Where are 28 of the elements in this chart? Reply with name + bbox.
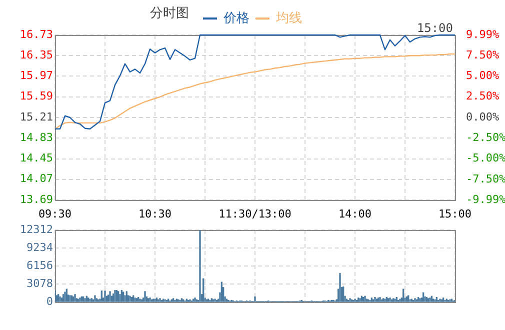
annotation: 15:00 [416, 21, 453, 36]
y-tick-label: 15.21 [20, 110, 53, 124]
y-tick-label: 9234 [26, 240, 54, 254]
y-tick-label: 6156 [26, 258, 53, 272]
y2-tick-label: 7.50% [466, 48, 500, 62]
y2-tick-label: 5.00% [466, 69, 500, 82]
y-tick-label: 3078 [26, 276, 53, 290]
y-tick-label: 16.35 [20, 48, 53, 62]
y2-tick-label: 2.50% [466, 90, 500, 103]
y-tick-label: 15.59 [20, 90, 53, 103]
y-tick-label: 15.97 [20, 69, 53, 82]
y-tick-label: 14.45 [20, 152, 53, 165]
y-tick-label: 12312 [20, 222, 53, 236]
legend-label: 均线 [275, 10, 302, 26]
x-tick-label: 11:30/13:00 [218, 207, 292, 220]
y-tick-label: 14.07 [20, 172, 53, 186]
y2-tick-label: 9.99% [466, 28, 500, 41]
x-tick-label: 15:00 [438, 207, 472, 220]
x-tick-label: 09:30 [38, 207, 72, 220]
x-tick-label: 10:30 [138, 207, 172, 220]
x-tick-label: 14:00 [338, 207, 372, 220]
chart-title: 分时图 [150, 5, 189, 22]
legend-label: 价格 [222, 10, 250, 26]
y-tick-label: 14.83 [20, 130, 53, 144]
y2-tick-label: 0.00% [466, 110, 500, 124]
y-tick-label: 0 [46, 294, 53, 308]
y-tick-label: 16.73 [20, 28, 53, 41]
y-tick-label: 13.69 [20, 192, 53, 206]
